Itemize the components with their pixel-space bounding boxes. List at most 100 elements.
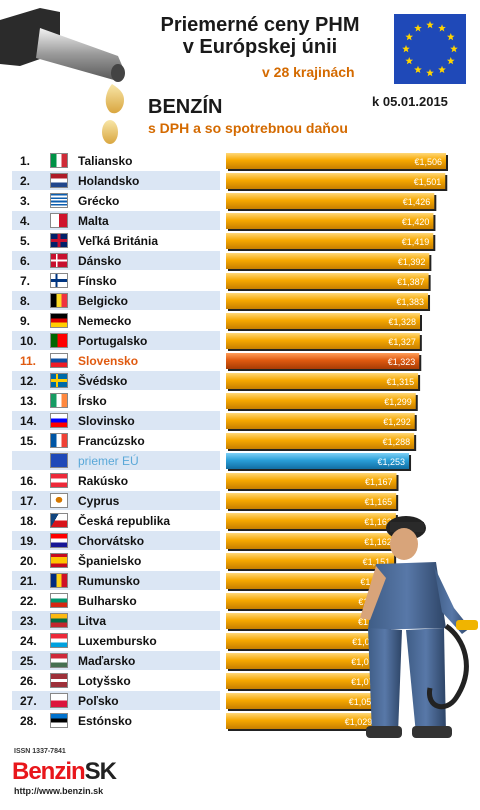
portugal-flag-icon — [50, 333, 68, 348]
table-row: 15. Francúzsko — [12, 431, 220, 450]
table-row: 25. Maďarsko — [12, 651, 220, 670]
uk-flag-icon — [50, 233, 68, 248]
rank-label: 24. — [20, 634, 37, 648]
czech-flag-icon — [50, 513, 68, 528]
bar-Španielsko — [226, 553, 395, 569]
header: Priemerné ceny PHM v Európskej únii v 28… — [0, 0, 480, 150]
bar-value-label: €1,292 — [383, 417, 411, 427]
rank-label: 27. — [20, 694, 37, 708]
rank-label: 19. — [20, 534, 37, 548]
table-row: 7. Fínsko — [12, 271, 220, 290]
table-row: 24. Luxembursko — [12, 631, 220, 650]
bar-Slovensko — [226, 353, 420, 369]
eu-star — [438, 24, 446, 32]
country-name: Grécko — [78, 194, 120, 208]
bar-value-label: €1,288 — [383, 437, 411, 447]
bar-value-label: €1,420 — [402, 217, 430, 227]
poland-flag-icon — [50, 693, 68, 708]
rank-label: 10. — [20, 334, 37, 348]
benzinsk-logo[interactable]: BenzinSK — [12, 758, 117, 786]
bar-value-label: €1,056 — [349, 697, 377, 707]
country-name: priemer EÚ — [78, 454, 139, 468]
italy-flag-icon — [50, 153, 68, 168]
bar-Maďarsko — [226, 653, 383, 669]
bar-Dánsko — [226, 253, 430, 269]
bar-Írsko — [226, 393, 416, 409]
bar-Veľká Británia — [226, 233, 434, 249]
bar-value-label: €1,419 — [402, 237, 430, 247]
rank-label: 20. — [20, 554, 37, 568]
country-name: Fínsko — [78, 274, 117, 288]
table-row: 28. Estónsko — [12, 711, 220, 730]
bar-value-label: €1,299 — [384, 397, 412, 407]
country-name: Rakúsko — [78, 474, 129, 488]
lithuania-flag-icon — [50, 613, 68, 628]
eu-flag-icon — [50, 453, 68, 468]
bar-Taliansko — [226, 153, 446, 169]
eu-star — [426, 21, 434, 29]
spain-flag-icon — [50, 553, 68, 568]
sweden-flag-icon — [50, 373, 68, 388]
table-row: 5. Veľká Británia — [12, 231, 220, 250]
eu-star — [438, 65, 446, 74]
bar-value-label: €1,073 — [351, 657, 379, 667]
countries-note: v 28 krajinách — [262, 64, 355, 80]
country-name: Česká republika — [78, 514, 171, 528]
bar-value-label: €1,501 — [414, 177, 442, 187]
website-link[interactable]: http://www.benzin.sk — [14, 786, 104, 796]
table-row: 22. Bulharsko — [12, 591, 220, 610]
rank-label: 8. — [20, 294, 31, 308]
bar-priemer EÚ — [226, 453, 410, 469]
chart-title-line2: v Európskej únii — [182, 36, 338, 58]
bar-value-label: €1,426 — [403, 197, 431, 207]
country-name: Maďarsko — [78, 654, 136, 668]
table-row: 8. Belgicko — [12, 291, 220, 310]
bar-Belgicko — [226, 293, 429, 309]
country-name: Estónsko — [78, 714, 133, 728]
country-name: Švédsko — [78, 374, 128, 388]
country-name: Dánsko — [78, 254, 122, 268]
bar-Francúzsko — [226, 433, 415, 449]
bar-value-label: €1,165 — [365, 497, 393, 507]
table-row: 23. Litva — [12, 611, 220, 630]
rank-label: 22. — [20, 594, 37, 608]
luxembourg-flag-icon — [50, 633, 68, 648]
bar-Grécko — [226, 193, 435, 209]
table-row: 17. Cyprus — [12, 491, 220, 510]
eu-star — [402, 45, 410, 53]
bar-value-label: €1,328 — [388, 317, 416, 327]
table-row: 13. Írsko — [12, 391, 220, 410]
eu-star — [414, 24, 422, 32]
rank-label: 9. — [20, 314, 31, 328]
rank-label: 25. — [20, 654, 37, 668]
croatia-flag-icon — [50, 533, 68, 548]
eu-flag-icon — [394, 14, 466, 84]
fuel-subtitle: s DPH a so spotrebnou daňou — [148, 120, 348, 136]
table-row: 27. Poľsko — [12, 691, 220, 710]
country-name: Belgicko — [78, 294, 129, 308]
country-name: Holandsko — [78, 174, 140, 188]
bar-Švédsko — [226, 373, 419, 389]
fuel-nozzle-icon — [0, 8, 125, 144]
country-name: Malta — [78, 214, 109, 228]
table-row: 11. Slovensko — [12, 351, 220, 370]
country-name: Španielsko — [78, 554, 142, 568]
belgium-flag-icon — [50, 293, 68, 308]
eu-star — [405, 33, 414, 41]
bar-value-label: €1,163 — [364, 517, 392, 527]
bar-value-label: €1,323 — [388, 357, 416, 367]
worker-illustration-icon — [360, 516, 478, 738]
bar-Poľsko — [226, 693, 381, 709]
slovenia-flag-icon — [50, 413, 68, 428]
bar-Cyprus — [226, 493, 397, 509]
country-name: Cyprus — [78, 494, 120, 508]
country-name: Slovensko — [78, 354, 139, 368]
country-name: Veľká Británia — [78, 234, 158, 248]
rank-label: 3. — [20, 194, 31, 208]
bar-Rumunsko — [226, 573, 392, 589]
eu-star — [405, 57, 414, 65]
rank-label: 26. — [20, 674, 37, 688]
denmark-flag-icon — [50, 253, 68, 268]
logo-brand-red: Benzin — [12, 758, 86, 785]
rank-label: 13. — [20, 394, 37, 408]
